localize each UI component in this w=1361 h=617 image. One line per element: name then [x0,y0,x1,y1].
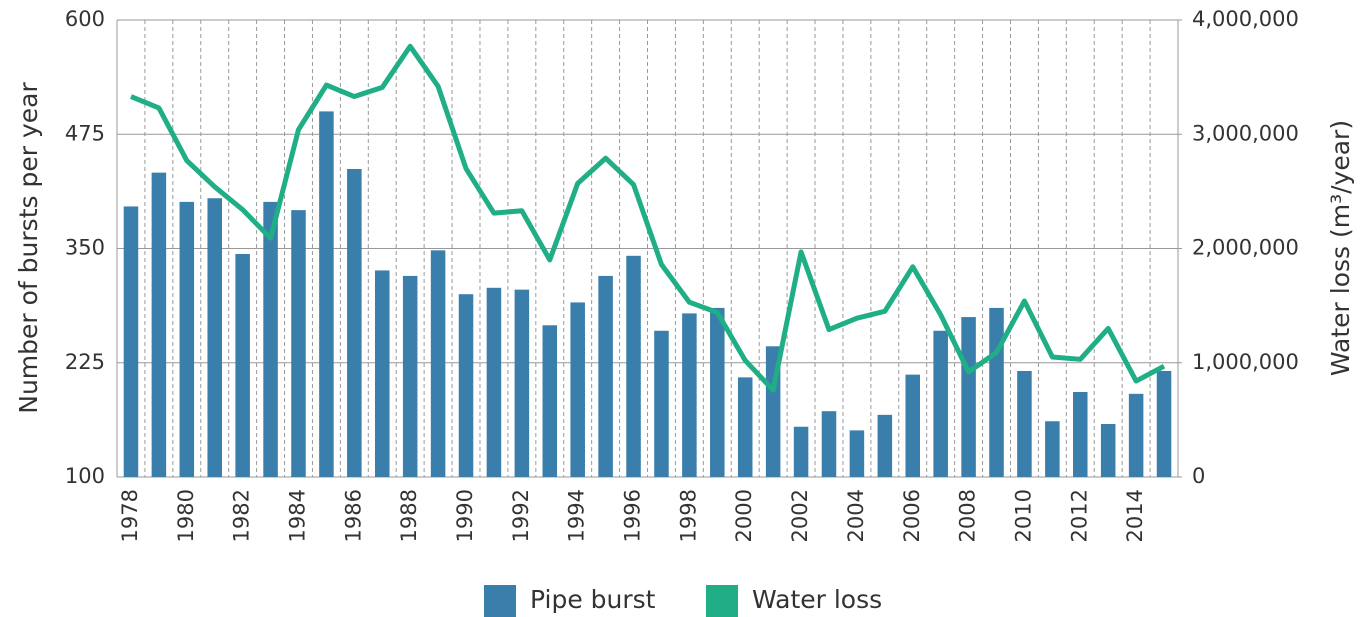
y-tick-label: 350 [65,236,105,260]
legend-swatch [484,585,516,617]
bar [710,307,725,477]
bar [989,307,1004,477]
bar [1100,423,1116,477]
bar [570,302,585,477]
bar [1128,393,1144,477]
x-tick-label: 2006 [900,489,924,542]
x-tick-label: 1980 [174,489,198,542]
bar [179,201,195,478]
x-tick-label: 1994 [565,489,589,542]
y2-axis-label: Water loss (m³/year) [1326,120,1355,376]
bar [849,430,865,477]
bar [598,275,613,477]
x-tick-label: 1978 [118,489,142,542]
y-tick-label: 100 [65,464,105,488]
x-tick-label: 1998 [676,489,700,542]
x-tick-label: 2002 [788,489,812,542]
x-tick-label: 1988 [397,489,421,542]
bar [151,172,167,477]
bar [235,253,250,477]
bar [263,201,278,478]
x-tick-label: 2000 [732,489,756,542]
bar [793,426,809,477]
y2-tick-label: 1,000,000 [1192,350,1299,374]
bar [458,294,474,477]
x-tick-label: 2012 [1067,489,1091,542]
bar [626,255,641,477]
bar [207,198,222,478]
line [130,43,1166,393]
bar [1045,421,1060,477]
y2-tick-label: 0 [1192,464,1205,488]
legend-swatch [706,585,738,617]
x-tick-label: 1996 [621,489,645,542]
bar [514,289,530,477]
x-tick-label: 2004 [844,489,868,542]
legend-label: Water loss [752,585,882,614]
bar [877,414,893,477]
x-tick-label: 1982 [230,489,254,542]
bar [486,287,502,477]
bar [961,317,976,477]
bar [1156,370,1172,477]
bar [654,330,669,477]
legend-label: Pipe burst [530,585,656,614]
bar [542,325,558,477]
bar [1073,391,1088,477]
bar [905,374,921,477]
y2-tick-label: 2,000,000 [1192,236,1299,260]
x-tick-label: 2010 [1011,489,1035,542]
y-tick-label: 475 [65,121,105,145]
bar [291,210,306,477]
y-axis-label: Number of bursts per year [14,82,43,414]
x-tick-label: 2008 [956,489,980,542]
y-tick-label: 600 [65,7,105,31]
x-tick-label: 1990 [453,489,477,542]
bar [347,168,362,477]
y-tick-label: 225 [65,350,105,374]
bar [821,411,837,477]
bar [430,250,446,477]
bar [737,377,753,477]
bar [682,313,697,477]
bar [123,206,139,477]
bar [1017,370,1032,477]
bar [933,330,948,477]
x-tick-label: 1984 [285,489,309,542]
y2-tick-label: 3,000,000 [1192,121,1299,145]
x-tick-label: 2014 [1123,489,1147,542]
bar [374,270,390,477]
x-tick-label: 1986 [341,489,365,542]
y2-tick-label: 4,000,000 [1192,7,1299,31]
bar [319,111,334,478]
bar [402,275,418,477]
x-tick-label: 1992 [509,489,533,542]
